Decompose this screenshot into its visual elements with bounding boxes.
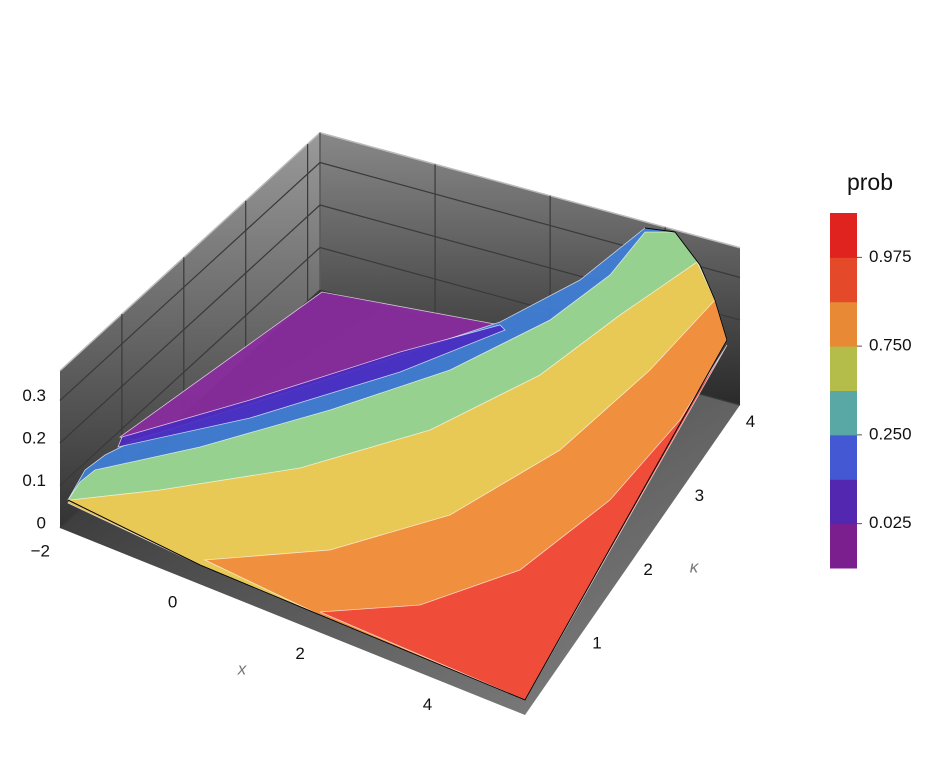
colorbar-segment: [830, 301, 857, 347]
z-tick-label: 0.3: [22, 386, 46, 405]
colorbar-tick-label: 0.025: [869, 513, 912, 532]
colorbar-segment: [830, 523, 857, 569]
colorbar-segment: [830, 434, 857, 480]
y-tick-label: 4: [746, 412, 755, 431]
colorbar-segment: [830, 346, 857, 391]
colorbar-segment: [830, 390, 857, 436]
y-tick-label: 2: [643, 560, 652, 579]
z-grid-line: [59, 162, 321, 401]
colorbar: 0.025 0.250 0.750 0.975: [830, 213, 912, 569]
y-axis-title: κ: [690, 557, 700, 576]
x-tick-label: −2: [31, 541, 50, 560]
z-tick-label: 0: [37, 513, 46, 532]
z-grid-line: [59, 247, 321, 486]
colorbar-tick-label: 0.975: [869, 247, 912, 266]
surface-band: [117, 324, 506, 448]
colorbar-title: prob: [847, 169, 893, 195]
colorbar-segment: [830, 257, 857, 303]
y-tick-label: 3: [695, 486, 704, 505]
z-tick-label: 0.2: [22, 428, 46, 447]
x-tick-label: 2: [295, 644, 304, 663]
z-tick-label: 0.1: [22, 471, 46, 490]
colorbar-tick-label: 0.750: [869, 336, 912, 355]
surface: [67, 227, 728, 701]
left-wall: [60, 132, 320, 528]
colorbar-tick-label: 0.250: [869, 424, 912, 443]
z-grid-line: [59, 204, 321, 444]
x-tick-label: 4: [423, 695, 432, 714]
x-tick-label: 0: [168, 593, 177, 612]
x-axis-title: x: [237, 659, 247, 678]
colorbar-segment: [830, 213, 857, 258]
colorbar-segment: [830, 479, 857, 525]
y-tick-label: 1: [592, 634, 601, 653]
surface-outline: [67, 227, 728, 701]
